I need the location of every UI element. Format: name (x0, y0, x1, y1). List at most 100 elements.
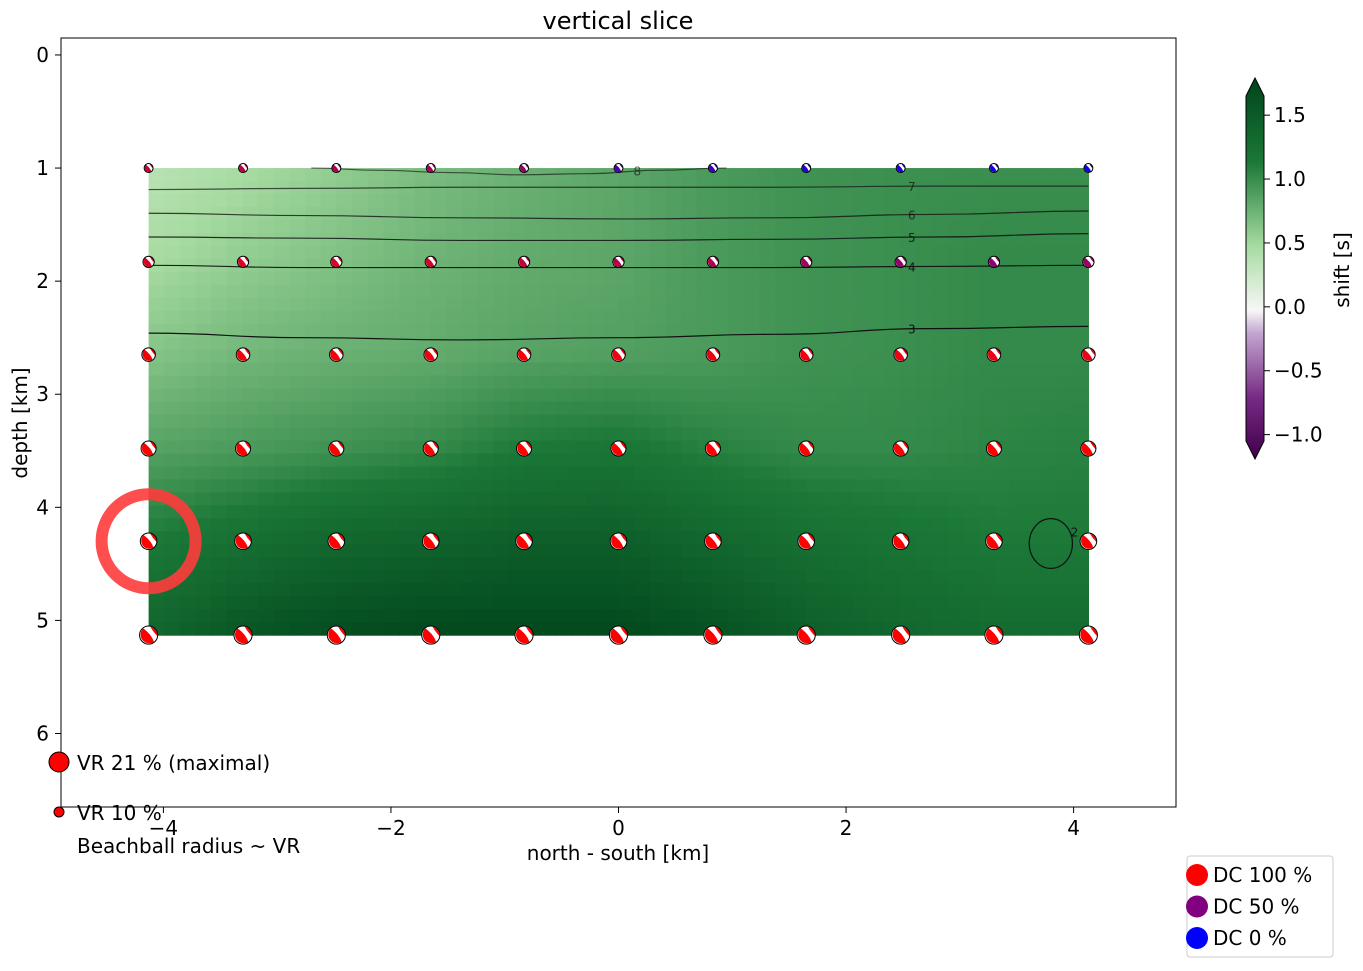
field-cell (242, 206, 259, 221)
field-cell (947, 323, 964, 338)
field-cell (587, 362, 604, 377)
field-cell (211, 168, 228, 182)
field-cell (1072, 570, 1089, 584)
field-cell (978, 388, 996, 403)
beachball-quadrant-left (802, 164, 809, 173)
field-cell (242, 219, 259, 234)
field-cell (837, 181, 855, 195)
field-cell (900, 453, 917, 468)
field-cell (822, 505, 839, 519)
field-cell (900, 388, 917, 403)
field-cell (540, 596, 557, 610)
x-axis-label: north - south [km] (527, 841, 709, 865)
field-cell (712, 310, 729, 325)
field-cell (696, 362, 714, 377)
field-cell (493, 258, 510, 273)
field-cell (273, 544, 291, 558)
field-cell (634, 596, 651, 610)
field-cell (853, 479, 870, 493)
field-cell (759, 193, 776, 208)
field-cell (665, 583, 682, 597)
field-cell (399, 219, 416, 234)
field-cell (900, 297, 917, 312)
field-cell (555, 297, 573, 312)
field-cell (1057, 193, 1074, 208)
field-cell (540, 349, 557, 364)
field-cell (1072, 362, 1089, 377)
field-cell (320, 401, 338, 416)
field-cell (164, 336, 181, 351)
field-cell (978, 219, 996, 234)
field-cell (806, 557, 823, 571)
field-cell (352, 284, 369, 299)
field-cell (540, 570, 557, 584)
field-cell (446, 401, 463, 416)
field-cell (493, 388, 510, 403)
field-cell (853, 206, 870, 221)
field-cell (1025, 297, 1043, 312)
field-cell (508, 401, 526, 416)
field-cell (430, 219, 447, 234)
field-cell (837, 388, 855, 403)
beachball (985, 532, 1003, 551)
field-cell (790, 557, 808, 571)
field-cell (1057, 323, 1074, 338)
field-cell (195, 245, 212, 260)
field-cell (947, 362, 964, 377)
field-cell (446, 232, 463, 247)
field-cell (289, 206, 306, 221)
field-cell (1010, 193, 1027, 208)
field-cell (555, 557, 573, 571)
beachball-quadrant-left (331, 257, 340, 267)
beachball-quadrant-right (244, 348, 250, 356)
field-cell (289, 297, 306, 312)
field-cell (994, 414, 1011, 429)
field-cell (1072, 323, 1089, 338)
field-cell (493, 583, 510, 597)
field-cell (1041, 193, 1058, 208)
field-cell (148, 181, 165, 195)
field-cell (665, 544, 682, 558)
field-cell (555, 531, 573, 545)
beachball (609, 532, 628, 551)
field-cell (728, 518, 745, 532)
field-cell (759, 284, 776, 299)
field-cell (1057, 583, 1074, 597)
field-cell (665, 168, 682, 182)
field-cell (602, 232, 620, 247)
field-cell (712, 557, 729, 571)
field-cell (226, 181, 244, 195)
field-cell (179, 219, 197, 234)
beachball-outline (893, 347, 908, 362)
field-cell (1041, 310, 1058, 325)
beachball-quadrant-right (244, 256, 249, 263)
field-cell (320, 245, 338, 260)
field-cell (931, 284, 949, 299)
field-cell (900, 375, 917, 390)
field-cell (900, 427, 917, 442)
beachball-quadrant-left (238, 257, 247, 267)
beachball-outline (421, 532, 440, 551)
field-cell (477, 557, 494, 571)
field-cell (273, 505, 291, 519)
field-cell (728, 362, 745, 377)
field-cell (806, 375, 823, 390)
field-cell (305, 401, 322, 416)
field-cell (790, 596, 808, 610)
field-cell (884, 375, 902, 390)
field-cell (790, 271, 808, 286)
field-cell (743, 388, 761, 403)
field-cell (978, 518, 996, 532)
field-cell (649, 596, 667, 610)
field-cell (587, 609, 604, 623)
field-cell (1041, 219, 1058, 234)
beachball-outline (988, 163, 999, 174)
field-cell (1072, 583, 1089, 597)
field-cell (1057, 622, 1074, 636)
field-cell (148, 271, 165, 286)
field-cell (571, 284, 588, 299)
field-cell (916, 193, 933, 208)
field-cell (759, 388, 776, 403)
field-cell (367, 310, 385, 325)
field-cell (696, 297, 714, 312)
